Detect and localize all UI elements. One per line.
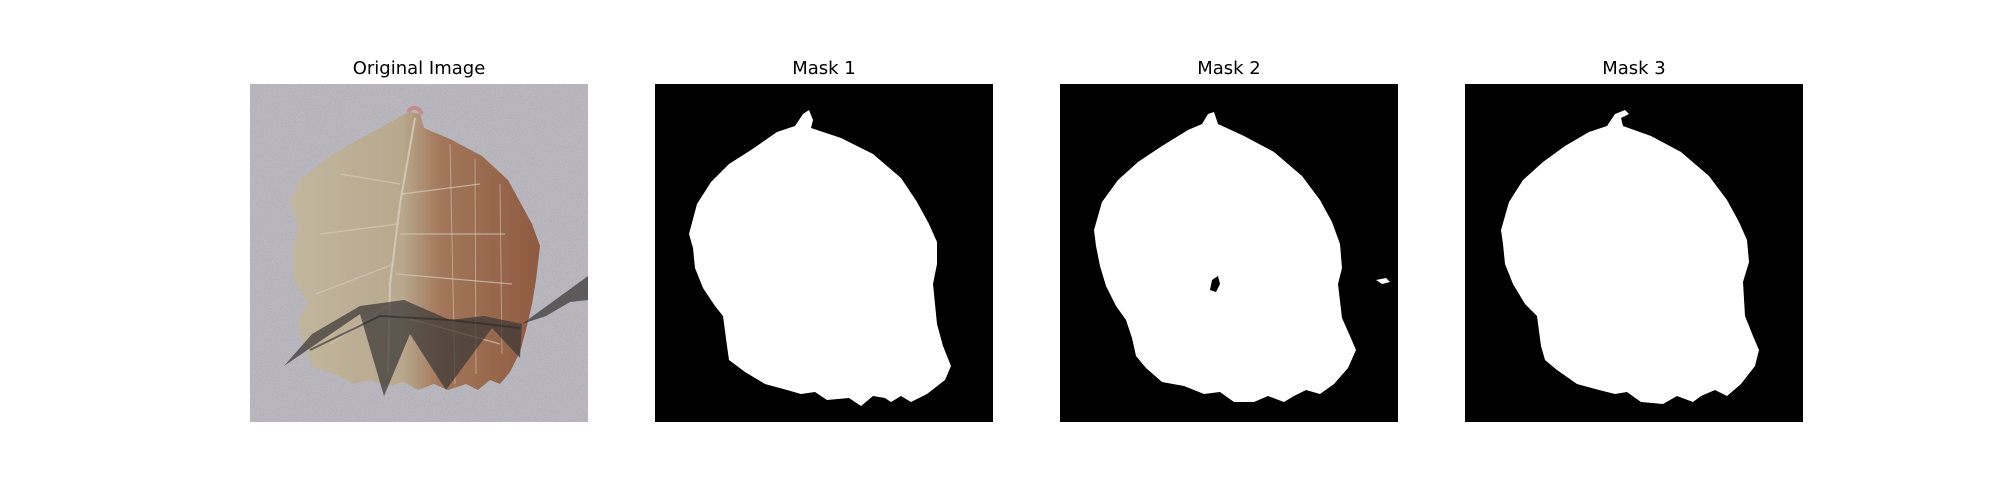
- panel-title: Mask 1: [792, 58, 856, 79]
- panel-title: Original Image: [352, 58, 486, 79]
- panel-mask-3: Mask 3: [1465, 0, 1803, 500]
- panel-title: Mask 3: [1602, 58, 1666, 79]
- panel-title: Mask 2: [1197, 58, 1261, 79]
- mask-1-image: [655, 84, 993, 422]
- mask-3-image: [1465, 84, 1803, 422]
- original-leaf-photo: [250, 84, 588, 422]
- panel-mask-2: Mask 2: [1060, 0, 1398, 500]
- mask-2-image: [1060, 84, 1398, 422]
- panel-original-image: Original Image: [250, 0, 588, 500]
- panel-mask-1: Mask 1: [655, 0, 993, 500]
